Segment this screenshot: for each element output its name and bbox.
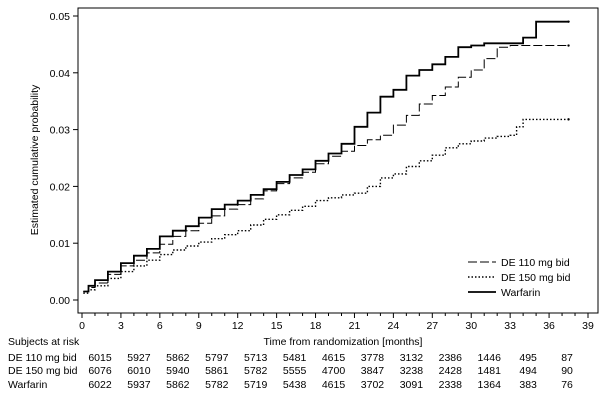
x-tick-label: 9 (196, 320, 202, 332)
risk-cell: 5713 (244, 352, 268, 364)
risk-cell: 3238 (400, 365, 424, 377)
risk-cell: 3778 (361, 352, 385, 364)
risk-cell: 5940 (166, 365, 190, 377)
risk-cell: 2386 (439, 352, 463, 364)
series-end-mark (567, 44, 570, 47)
risk-cell: 5937 (127, 379, 151, 391)
risk-cell: 4615 (322, 352, 346, 364)
series-end-mark (567, 20, 570, 23)
risk-table-title: Subjects at risk (8, 336, 80, 348)
risk-cell: 5862 (166, 379, 190, 391)
risk-row-label: DE 110 mg bid (8, 352, 77, 364)
risk-cell: 494 (519, 365, 537, 377)
x-tick-label: 15 (271, 320, 283, 332)
risk-cell: 6022 (88, 379, 112, 391)
risk-cell: 6015 (88, 352, 112, 364)
series-line-3 (83, 20, 569, 293)
plot-frame (77, 7, 599, 314)
risk-cell: 6010 (127, 365, 151, 377)
risk-cell: 4700 (322, 365, 346, 377)
x-tick-label: 6 (157, 320, 163, 332)
y-tick-label: 0.04 (50, 68, 71, 80)
x-tick-label: 30 (465, 320, 477, 332)
x-tick-label: 0 (79, 320, 85, 332)
risk-cell: 383 (519, 379, 537, 391)
x-tick-label: 12 (232, 320, 244, 332)
legend-label: DE 150 mg bid (501, 272, 571, 284)
risk-cell: 4615 (322, 379, 346, 391)
risk-cell: 5782 (244, 365, 268, 377)
risk-cell: 5719 (244, 379, 268, 391)
legend: DE 110 mg bid DE 150 mg bid Warfarin (468, 257, 571, 299)
x-tick-label: 27 (426, 320, 438, 332)
risk-table: DE 110 mg bid 6015 5927 5862 5797 5713 5481 461… (8, 352, 573, 391)
x-tick-label: 21 (349, 320, 361, 332)
risk-cell: 1364 (478, 379, 502, 391)
y-tick-label: 0.05 (50, 11, 71, 23)
series-layer (83, 20, 570, 294)
risk-cell: 5862 (166, 352, 190, 364)
y-tick-label: 0.01 (50, 238, 71, 250)
risk-cell: 5797 (205, 352, 229, 364)
y-axis: 0.00 0.01 0.02 0.03 0.04 0.05 (50, 11, 78, 307)
y-axis-title: Estimated cumulative probability (29, 84, 41, 235)
series-end-mark (567, 118, 570, 121)
risk-cell: 76 (561, 379, 573, 391)
risk-cell: 6076 (88, 365, 112, 377)
x-tick-label: 3 (118, 320, 124, 332)
x-axis-title: Time from randomization [months] (264, 336, 423, 348)
risk-cell: 5782 (205, 379, 229, 391)
y-tick-label: 0.02 (50, 181, 71, 193)
risk-cell: 495 (519, 352, 537, 364)
risk-cell: 2428 (439, 365, 463, 377)
series-line-2 (83, 118, 569, 294)
risk-cell: 3091 (400, 379, 424, 391)
risk-row-label: DE 150 mg bid (8, 365, 78, 377)
risk-cell: 2338 (439, 379, 463, 391)
risk-cell: 5861 (205, 365, 229, 377)
x-tick-label: 24 (388, 320, 400, 332)
risk-cell: 5481 (283, 352, 307, 364)
x-axis: 0 3 6 9 12 15 18 21 24 27 30 33 36 39 (79, 313, 594, 332)
x-tick-label: 39 (582, 320, 594, 332)
series-line-1 (83, 45, 569, 292)
y-tick-label: 0.03 (50, 125, 71, 137)
risk-cell: 5438 (283, 379, 307, 391)
legend-label: DE 110 mg bid (501, 257, 570, 269)
risk-cell: 3847 (361, 365, 385, 377)
legend-label: Warfarin (501, 287, 540, 299)
y-tick-label: 0.00 (50, 295, 71, 307)
x-tick-label: 33 (504, 320, 516, 332)
x-tick-label: 36 (543, 320, 555, 332)
x-tick-label: 18 (310, 320, 322, 332)
risk-cell: 3702 (361, 379, 385, 391)
risk-cell: 1481 (478, 365, 502, 377)
risk-cell: 90 (561, 365, 573, 377)
risk-cell: 1446 (478, 352, 502, 364)
risk-cell: 5927 (127, 352, 151, 364)
risk-cell: 5555 (283, 365, 307, 377)
risk-cell: 3132 (400, 352, 424, 364)
risk-row-label: Warfarin (8, 379, 47, 391)
risk-cell: 87 (561, 352, 573, 364)
